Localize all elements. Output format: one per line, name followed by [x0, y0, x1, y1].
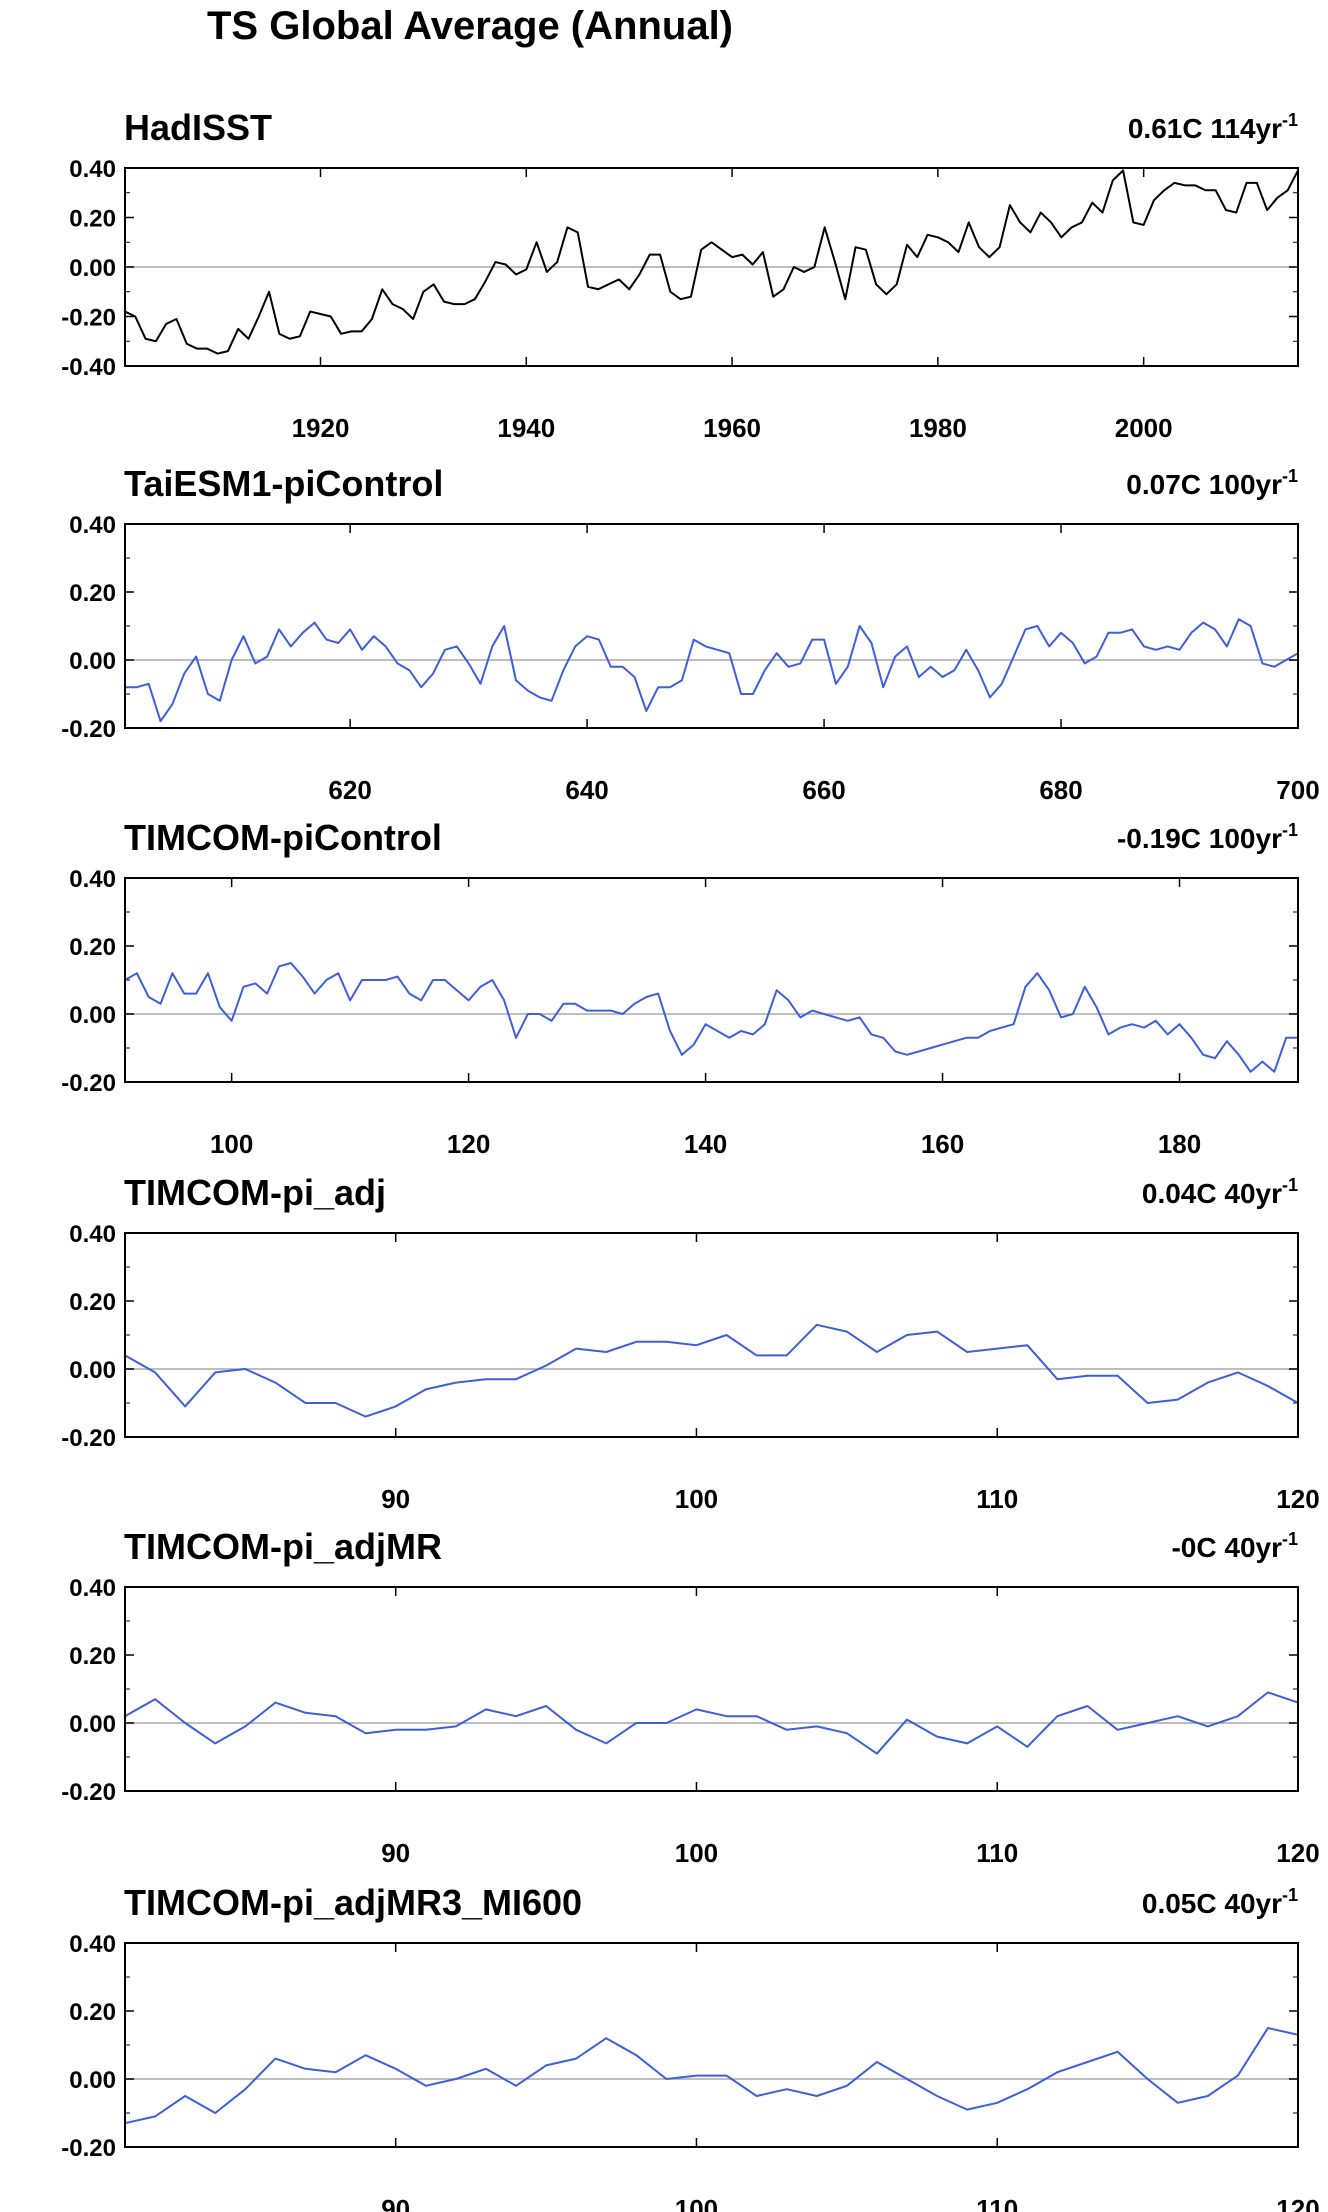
y-tick-label: -0.40 — [61, 354, 116, 381]
x-tick-label: 160 — [921, 1129, 964, 1159]
plot-frame — [124, 1586, 1299, 1792]
y-tick-label: 0.00 — [69, 1002, 116, 1029]
plot-frame — [124, 1942, 1299, 2148]
y-tick-label: 0.20 — [69, 580, 116, 607]
x-tick-label: 120 — [447, 1129, 490, 1159]
y-tick-label: 0.00 — [69, 1711, 116, 1738]
plot-frame — [124, 877, 1299, 1083]
y-tick-label: 0.40 — [69, 1931, 116, 1958]
x-tick-label: 120 — [1276, 1484, 1319, 1514]
x-tick-label: 120 — [1276, 1838, 1319, 1868]
plot-frame — [124, 523, 1299, 729]
panel-title: TaiESM1-piControl — [124, 463, 443, 504]
y-tick-label: -0.20 — [61, 1779, 116, 1806]
y-tick-label: 0.40 — [69, 1221, 116, 1248]
series-line — [124, 1691, 1299, 1755]
x-tick-label: 1920 — [292, 413, 350, 443]
x-tick-label: 680 — [1039, 775, 1082, 805]
y-tick-label: -0.20 — [61, 716, 116, 743]
y-tick-label: 0.20 — [69, 934, 116, 961]
x-tick-label: 1960 — [703, 413, 761, 443]
panel-title: TIMCOM-pi_adjMR — [124, 1526, 442, 1567]
y-tick-label: 0.20 — [69, 1999, 116, 2026]
series-line — [124, 2027, 1299, 2125]
y-tick-label: 0.40 — [69, 156, 116, 183]
x-tick-label: 120 — [1276, 2194, 1319, 2212]
trend-stat: 0.05C 40yr-1 — [1142, 1885, 1298, 1919]
panel-6: TIMCOM-pi_adjMR3_MI600 0.05C 40yr-1 0.40 0.… — [61, 1882, 1319, 2212]
y-tick-label: -0.20 — [61, 305, 116, 332]
panel-title: TIMCOM-piControl — [124, 817, 442, 858]
x-tick-label: 640 — [565, 775, 608, 805]
panel-title: TIMCOM-pi_adj — [124, 1172, 386, 1213]
plot-frame — [124, 167, 1299, 367]
x-tick-label: 90 — [381, 1484, 410, 1514]
y-tick-label: -0.20 — [61, 2135, 116, 2162]
x-tick-label: 180 — [1158, 1129, 1201, 1159]
x-tick-label: 2000 — [1115, 413, 1173, 443]
plot-frame — [124, 1232, 1299, 1438]
series-line — [124, 1323, 1299, 1418]
trend-stat: 0.04C 40yr-1 — [1142, 1175, 1298, 1209]
x-tick-label: 140 — [684, 1129, 727, 1159]
trend-stat: -0.19C 100yr-1 — [1117, 820, 1298, 854]
series-line — [125, 618, 1299, 723]
y-tick-label: -0.20 — [61, 1070, 116, 1097]
x-tick-label: 620 — [328, 775, 371, 805]
y-tick-label: 0.40 — [69, 866, 116, 893]
x-tick-label: 90 — [381, 2194, 410, 2212]
y-tick-label: 0.00 — [69, 1357, 116, 1384]
y-tick-label: 0.20 — [69, 206, 116, 233]
x-tick-label: 660 — [802, 775, 845, 805]
y-tick-label: 0.20 — [69, 1643, 116, 1670]
trend-stat: 0.61C 114yr-1 — [1128, 110, 1298, 144]
y-tick-label: 0.00 — [69, 2067, 116, 2094]
y-tick-label: -0.20 — [61, 1425, 116, 1452]
trend-stat: -0C 40yr-1 — [1171, 1529, 1298, 1563]
panel-1: HadISST 0.61C 114yr-1 0.40 0.20 0.00 -0.20 -0.… — [61, 107, 1299, 443]
x-tick-label: 1940 — [497, 413, 555, 443]
panel-4: TIMCOM-pi_adj 0.04C 40yr-1 0.40 0.20 0.00 -0.… — [61, 1172, 1319, 1514]
x-tick-label: 90 — [381, 1838, 410, 1868]
y-tick-label: 0.20 — [69, 1289, 116, 1316]
panel-5: TIMCOM-pi_adjMR -0C 40yr-1 0.40 0.20 0.00 -0.… — [61, 1526, 1319, 1868]
x-tick-label: 110 — [976, 2194, 1018, 2212]
panel-3: TIMCOM-piControl -0.19C 100yr-1 0.40 0.20 0.… — [61, 817, 1299, 1159]
x-tick-label: 100 — [675, 2194, 718, 2212]
y-tick-label: 0.00 — [69, 648, 116, 675]
series-line — [124, 169, 1299, 355]
x-tick-label: 100 — [675, 1484, 718, 1514]
y-tick-label: 0.40 — [69, 512, 116, 539]
x-tick-label: 110 — [976, 1484, 1018, 1514]
x-tick-label: 1980 — [909, 413, 967, 443]
y-tick-label: 0.00 — [69, 255, 116, 282]
panel-title: HadISST — [124, 107, 272, 148]
trend-stat: 0.07C 100yr-1 — [1126, 466, 1298, 500]
x-tick-label: 110 — [976, 1838, 1018, 1868]
x-tick-label: 100 — [675, 1838, 718, 1868]
panel-2: TaiESM1-piControl 0.07C 100yr-1 0.40 0.20 0.… — [61, 463, 1319, 805]
y-tick-label: 0.40 — [69, 1575, 116, 1602]
figure-title: TS Global Average (Annual) — [207, 4, 733, 48]
x-tick-label: 100 — [210, 1129, 253, 1159]
series-line — [124, 962, 1298, 1073]
panel-title: TIMCOM-pi_adjMR3_MI600 — [124, 1882, 582, 1923]
x-tick-label: 700 — [1276, 775, 1319, 805]
